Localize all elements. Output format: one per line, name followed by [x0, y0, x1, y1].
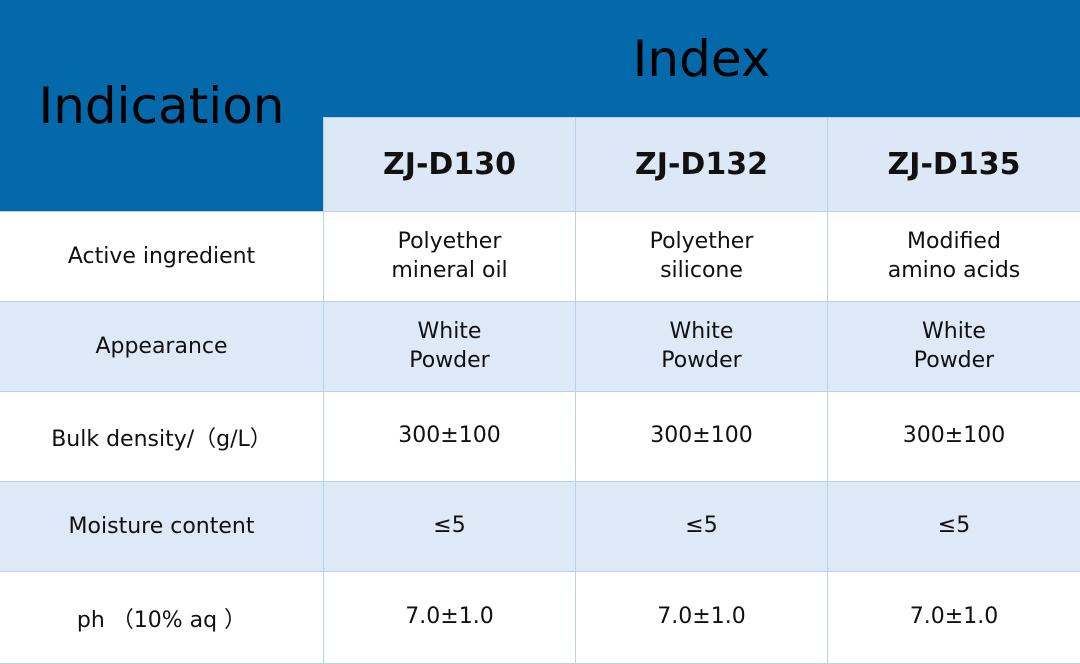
cell-text: 300±100: [398, 423, 501, 449]
row-label: Appearance: [95, 334, 228, 359]
row-label-cell: Bulk density/（g/L）: [0, 392, 323, 481]
group-header-cell: Index: [323, 0, 1080, 117]
row-label: Active ingredient: [67, 244, 256, 269]
cell-text: 7.0±1.0: [657, 604, 746, 630]
cell-text: White Powder: [661, 318, 742, 373]
group-header: Index: [632, 29, 771, 88]
column-header-cell: ZJ-D130: [324, 118, 575, 211]
cell-text-cell: ≤5: [324, 482, 575, 571]
cell-text-cell: 300±100: [576, 392, 827, 481]
row-label-cell: Appearance: [0, 302, 323, 391]
cell-text-cell: 7.0±1.0: [828, 572, 1080, 663]
cell-text-cell: White Powder: [324, 302, 575, 391]
cell-text: 300±100: [902, 423, 1006, 449]
row-label-cell: Active ingredient: [0, 212, 323, 301]
cell-text: 7.0±1.0: [909, 604, 999, 630]
cell-text-cell: 300±100: [828, 392, 1080, 481]
column-header: ZJ-D130: [383, 147, 516, 182]
header-cell: Indication: [0, 0, 323, 211]
cell-text: White Powder: [409, 318, 490, 373]
cell-text-cell: White Powder: [828, 302, 1080, 391]
cell-text: ≤5: [433, 513, 466, 539]
cell-text-cell: 300±100: [324, 392, 575, 481]
row-label: ph （10% aq ）: [76, 607, 247, 633]
cell-text: Modified amino acids: [887, 228, 1021, 283]
cell-text: ≤5: [685, 513, 718, 539]
cell-text: Polyether mineral oil: [391, 228, 508, 283]
cell-text-cell: Polyether silicone: [576, 212, 827, 301]
cell-text-cell: Polyether mineral oil: [324, 212, 575, 301]
row-label: Moisture content: [68, 514, 255, 539]
cell-text-cell: ≤5: [576, 482, 827, 571]
column-header-cell: ZJ-D135: [828, 118, 1080, 211]
header: Indication: [38, 76, 285, 135]
row-label-cell: Moisture content: [0, 482, 323, 571]
cell-text: 7.0±1.0: [405, 604, 494, 630]
cell-text-cell: ≤5: [828, 482, 1080, 571]
cell-text-cell: 7.0±1.0: [576, 572, 827, 663]
cell-text: 300±100: [650, 423, 753, 449]
cell-text: Polyether silicone: [649, 228, 754, 283]
column-header: ZJ-D132: [635, 147, 768, 182]
cell-text: ≤5: [937, 513, 971, 539]
row-label: Bulk density/（g/L）: [51, 426, 272, 452]
row-label-cell: ph （10% aq ）: [0, 572, 323, 663]
column-header-cell: ZJ-D132: [576, 118, 827, 211]
column-header: ZJ-D135: [887, 147, 1021, 182]
cell-text: White Powder: [913, 318, 995, 373]
cell-text-cell: White Powder: [576, 302, 827, 391]
cell-text-cell: Modified amino acids: [828, 212, 1080, 301]
cell-text-cell: 7.0±1.0: [324, 572, 575, 663]
